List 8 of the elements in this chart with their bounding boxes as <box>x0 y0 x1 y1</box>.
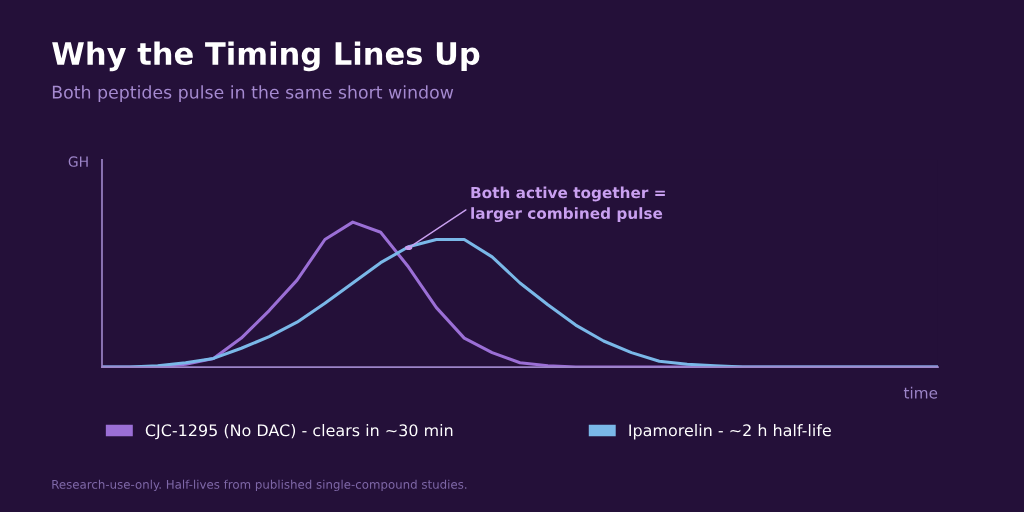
legend-label: Ipamorelin - ~2 h half-life <box>629 423 831 440</box>
text: Research-use-only. Half-lives from published single-compound studies. <box>52 479 467 492</box>
y-axis-title: GH <box>68 156 88 167</box>
chart-title: Why the Timing Lines Up <box>52 41 480 72</box>
chart-subtitle: Both peptides pulse in the same short window <box>52 85 454 103</box>
x-axis-title: time <box>903 386 938 399</box>
legend-label: CJC-1295 (No DAC) - clears in ~30 min <box>145 423 453 440</box>
annotation: Both active together = larger combined pulse <box>471 186 665 223</box>
